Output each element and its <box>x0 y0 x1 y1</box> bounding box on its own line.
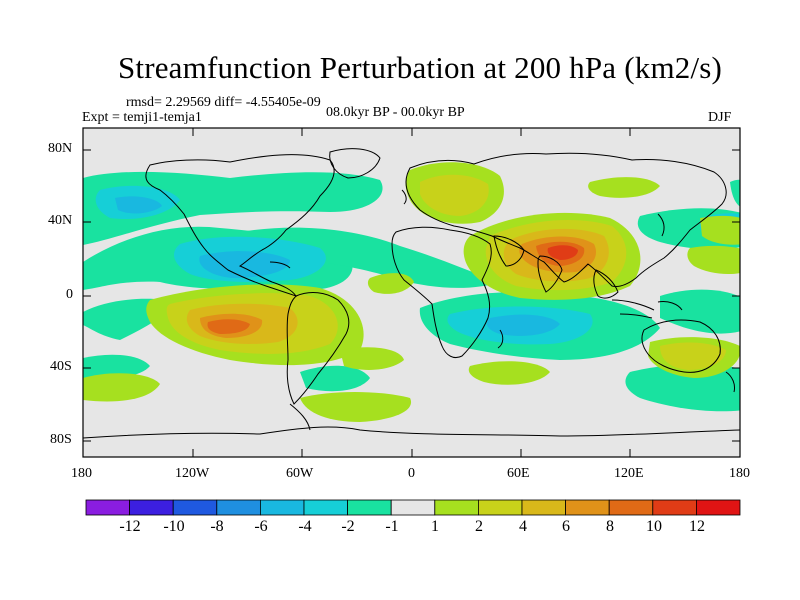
lat-label-0: 0 <box>66 287 73 302</box>
colorbar-label: 1 <box>431 518 439 535</box>
lon-label-120e: 120E <box>614 466 644 481</box>
axis-ticks <box>82 128 741 457</box>
colorbar-label: 4 <box>519 518 527 535</box>
coastline-japan <box>657 213 665 237</box>
colorbar-box <box>390 499 436 516</box>
lon-label-180w: 180 <box>71 466 92 481</box>
colorbar <box>85 499 741 516</box>
colorbar-label: 10 <box>646 518 662 535</box>
colorbar-label: -2 <box>341 518 355 535</box>
period-text: 08.0kyr BP - 00.0kyr BP <box>326 105 465 120</box>
coastlines <box>83 148 740 439</box>
colorbar-box <box>521 499 566 516</box>
colorbar-box <box>477 499 523 516</box>
colorbar-box <box>129 499 174 516</box>
coastline-antarctica <box>83 426 740 439</box>
coastline-caribbean <box>269 261 291 269</box>
season-text: DJF <box>708 110 732 125</box>
contour-band-south-america <box>300 365 370 392</box>
coastline-arabia <box>493 235 525 267</box>
lon-label-60e: 60E <box>507 466 530 481</box>
colorbar-box <box>434 499 479 516</box>
coastline-greenland <box>329 148 381 179</box>
contour-high-southern-ocean <box>340 347 404 370</box>
colorbar-box <box>696 499 741 516</box>
colorbar-label: 6 <box>562 518 570 535</box>
colorbar-box <box>608 499 654 516</box>
colorbar-box <box>565 499 610 516</box>
contour-low-core-central-america <box>199 251 290 278</box>
contour-high2-australia <box>660 342 726 370</box>
colorbar-label: -8 <box>210 518 224 535</box>
colorbar-label: 2 <box>475 518 483 535</box>
chart-title: Streamfunction Perturbation at 200 hPa (… <box>117 50 723 85</box>
lon-label-60w: 60W <box>286 466 314 481</box>
colorbar-box <box>216 499 261 516</box>
lon-label-0: 0 <box>408 466 415 481</box>
contour-high2-europe <box>420 174 489 216</box>
colorbar-box <box>652 499 697 516</box>
coastline-africa <box>391 226 492 359</box>
contour-high8-south-pacific <box>207 319 250 334</box>
contour-fill <box>83 162 740 422</box>
coastline-uk <box>401 189 407 205</box>
colorbar-box <box>85 499 130 516</box>
coastline-indonesia <box>611 299 683 319</box>
contour-band-southern-ocean <box>83 354 150 379</box>
contour-high-south-indian <box>468 361 550 385</box>
rmsd-text: rmsd= 2.29569 diff= -4.55405e-09 <box>126 95 321 110</box>
lat-label-80n: 80N <box>48 141 73 156</box>
contour-band-north-atlantic <box>240 227 500 288</box>
coastline-madagascar <box>497 329 504 349</box>
colorbar-label: -6 <box>254 518 268 535</box>
colorbar-label: 12 <box>689 518 705 535</box>
contour-low-core-south-atlantic <box>486 314 560 336</box>
lat-label-80s: 80S <box>50 432 72 447</box>
lon-label-180e: 180 <box>729 466 750 481</box>
colorbar-label: -1 <box>385 518 399 535</box>
coastline-south-america <box>286 292 350 405</box>
colorbar-label: 8 <box>606 518 614 535</box>
contour-high-south-atlantic <box>300 392 412 422</box>
colorbar-label: -12 <box>119 518 141 535</box>
colorbar-box <box>172 499 218 516</box>
coastline-australia <box>641 319 721 373</box>
colorbar-box <box>303 499 348 516</box>
coastline-antarctic-peninsula <box>289 403 311 431</box>
colorbar-box <box>347 499 392 516</box>
coastline-southeast-asia <box>593 269 619 299</box>
coastline-eurasia <box>405 152 727 287</box>
lat-label-40s: 40S <box>50 359 72 374</box>
contour-band-southwest-pacific <box>660 289 740 334</box>
colorbar-box <box>259 499 305 516</box>
colorbar-label: -4 <box>298 518 312 535</box>
contour-band-arctic <box>730 179 740 207</box>
lon-label-120w: 120W <box>175 466 210 481</box>
contour-high-north-pacific-east <box>588 177 660 198</box>
colorbar-label: -10 <box>163 518 185 535</box>
contour-high-far-south <box>83 373 160 402</box>
contour-high-north-pacific-west <box>687 245 740 274</box>
contour-high10-south-asia <box>547 245 578 260</box>
coastline-new-zealand <box>725 371 735 393</box>
experiment-text: Expt = temji1-temja1 <box>82 110 202 125</box>
coastline-india <box>537 255 563 293</box>
contour-high-western-pacific <box>700 215 740 245</box>
lat-label-40n: 40N <box>48 213 73 228</box>
contour-low-core-north-pacific <box>115 196 162 214</box>
